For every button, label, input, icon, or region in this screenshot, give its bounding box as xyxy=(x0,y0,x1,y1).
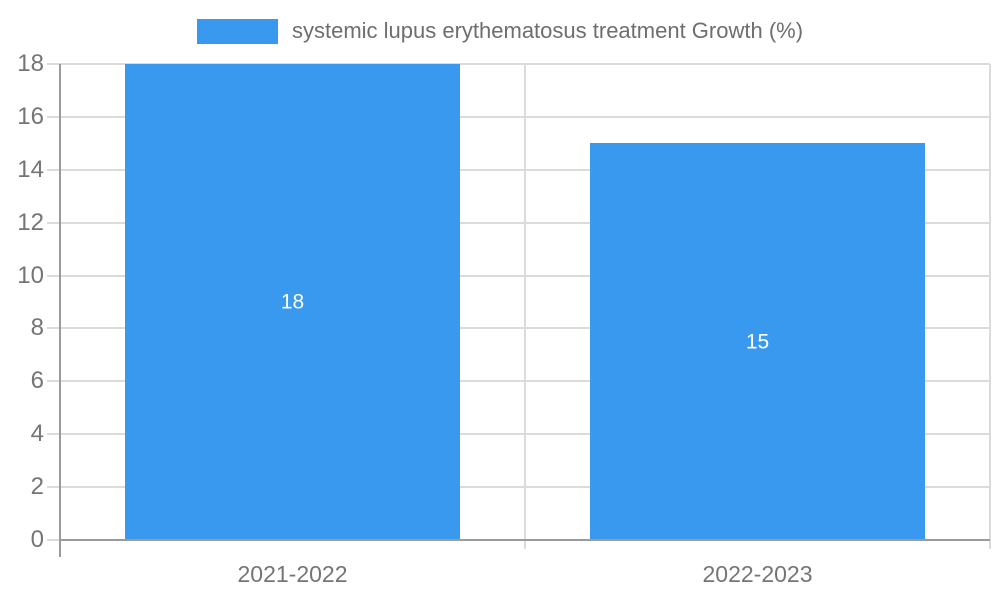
y-tick-label: 14 xyxy=(17,155,44,183)
y-tick-mark xyxy=(47,380,60,383)
y-tick-label: 4 xyxy=(30,420,44,448)
y-tick-label: 2 xyxy=(30,473,44,501)
x-baseline xyxy=(60,539,990,541)
plot-right-line xyxy=(989,64,991,549)
bar[interactable] xyxy=(125,64,460,540)
y-tick-label: 0 xyxy=(30,526,44,553)
y-tick-mark xyxy=(47,327,60,330)
y-tick-mark xyxy=(47,274,60,277)
y-tick-label: 12 xyxy=(17,208,44,236)
legend-label: systemic lupus erythematosus treatment G… xyxy=(291,18,804,43)
bar[interactable] xyxy=(590,143,925,540)
bar-value-label: 18 xyxy=(280,290,305,314)
y-tick-label: 18 xyxy=(17,50,44,77)
y-tick-label: 16 xyxy=(17,102,44,130)
y-axis-line xyxy=(59,64,61,557)
y-tick-mark xyxy=(47,433,60,436)
legend-swatch xyxy=(196,18,278,44)
y-tick-mark xyxy=(47,221,60,224)
bar-value-label: 15 xyxy=(745,330,770,354)
y-tick-label: 10 xyxy=(17,261,44,289)
y-tick-mark xyxy=(47,168,60,171)
x-tick-label: 2022-2023 xyxy=(702,561,813,587)
y-tick-mark xyxy=(47,115,60,118)
x-tick-label: 2021-2022 xyxy=(237,561,348,587)
y-tick-label: 6 xyxy=(30,367,44,395)
y-tick-label: 8 xyxy=(30,314,44,342)
y-tick-mark xyxy=(47,486,60,489)
y-tick-mark xyxy=(47,539,60,541)
y-tick-mark xyxy=(47,63,60,65)
legend[interactable]: systemic lupus erythematosus treatment G… xyxy=(0,6,1000,56)
category-separator-line xyxy=(524,64,526,549)
